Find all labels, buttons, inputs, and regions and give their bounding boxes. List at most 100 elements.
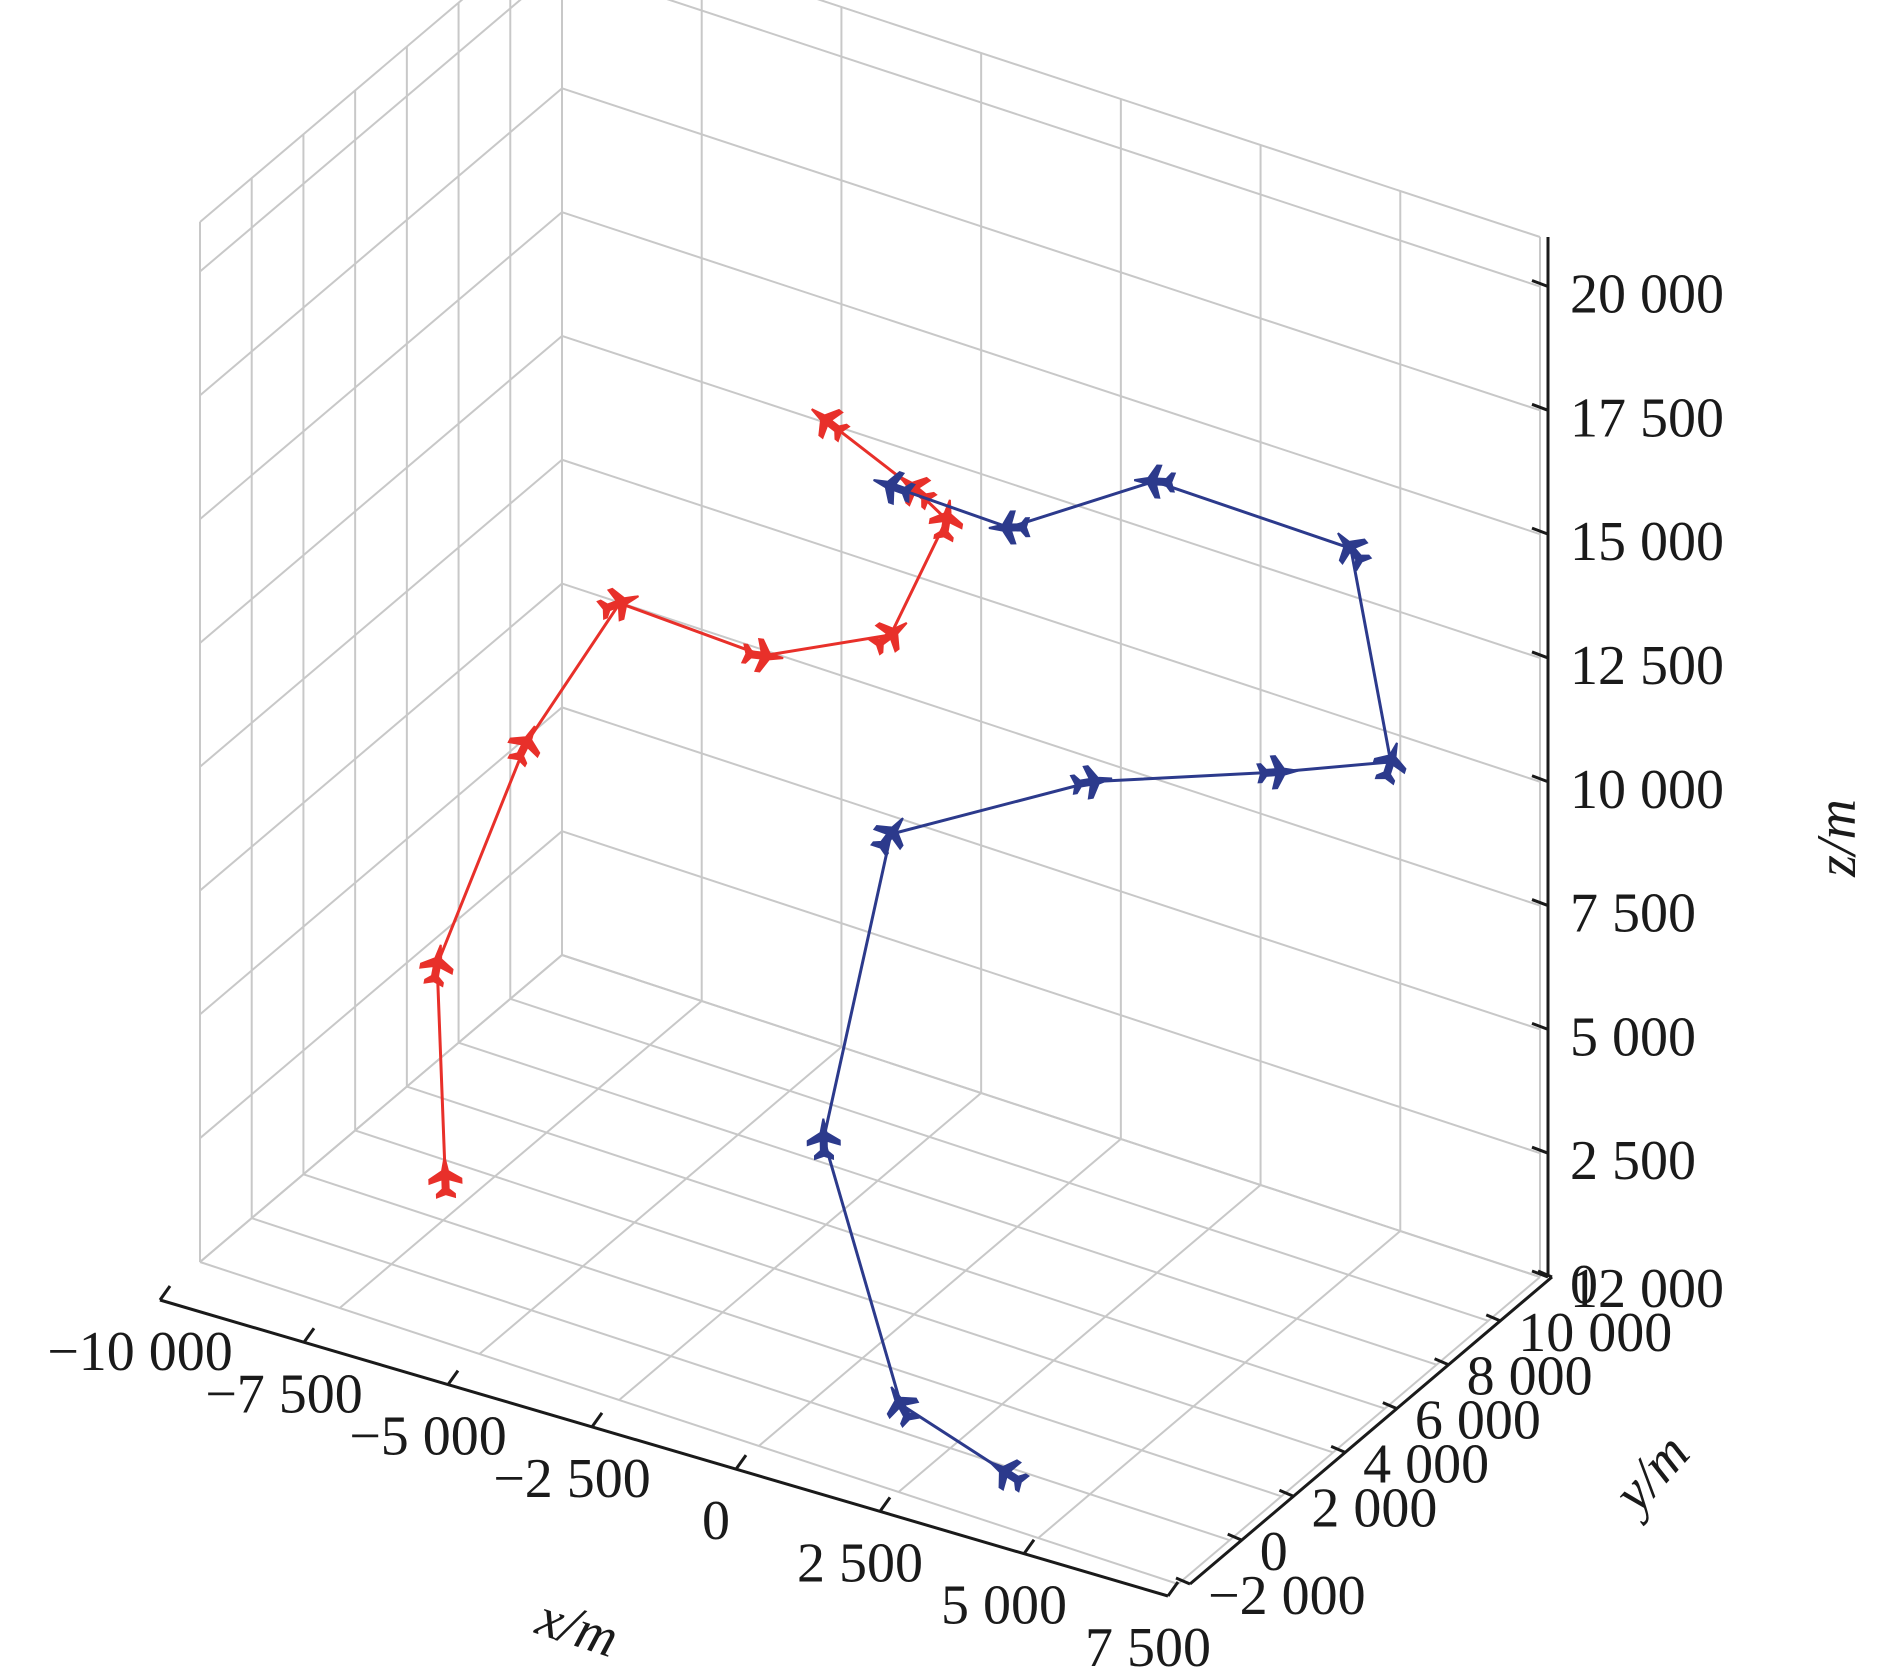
grid-line-floor-x: [1037, 1230, 1401, 1539]
grid-line-floor-y: [251, 1217, 1231, 1542]
z-tick-label: 15 000: [1570, 511, 1724, 573]
z-tick-label: 10 000: [1570, 759, 1724, 821]
z-tick-label: 7 500: [1570, 883, 1696, 945]
x-tick-label: 7 500: [1085, 1617, 1211, 1677]
gridlines: [199, 0, 1541, 1585]
z-tick-label: 5 000: [1570, 1006, 1696, 1068]
x-tick-label: −2 500: [493, 1448, 651, 1510]
grid-line-back-z: [561, 582, 1541, 907]
grid-line-left-z: [199, 87, 563, 397]
aircraft-marker: [867, 622, 908, 656]
grid-line-floor-y: [303, 1173, 1282, 1498]
grid-line-floor-y: [354, 1129, 1334, 1454]
aircraft-marker: [988, 510, 1031, 545]
grid-line-left-z: [199, 830, 563, 1139]
x-axis-line: [159, 1298, 1169, 1598]
x-tick: [1166, 1581, 1180, 1597]
grid-line-floor-x: [1177, 1276, 1541, 1585]
grid-line-left-z: [199, 954, 563, 1263]
grid-line-back-z: [561, 87, 1541, 412]
x-tick: [734, 1454, 748, 1471]
grid-line-back-z: [666, 0, 1541, 288]
aircraft-marker: [428, 1156, 463, 1199]
grid-line-floor-x: [758, 1138, 1122, 1447]
x-tick-label: −10 000: [47, 1321, 233, 1383]
grid-line-floor-x: [339, 1000, 703, 1309]
trajectory-1: [806, 464, 1407, 1493]
aircraft-marker: [419, 944, 454, 988]
z-tick-label: 17 500: [1570, 387, 1724, 449]
y-axis-title: y/m: [1598, 1422, 1702, 1527]
aircraft-marker: [596, 587, 640, 622]
grid-line-floor-x: [618, 1092, 982, 1401]
grid-line-left-z: [199, 211, 563, 520]
y-tick: [1433, 1357, 1450, 1367]
z-tick-label: 12 500: [1570, 635, 1724, 697]
y-tick: [1175, 1576, 1191, 1586]
grid-line-floor-x: [478, 1046, 843, 1355]
z-tick-label: 2 500: [1570, 1130, 1696, 1192]
aircraft-marker: [1337, 532, 1373, 572]
grid-line-back-z: [561, 706, 1541, 1031]
x-tick: [158, 1285, 172, 1301]
x-tick: [1022, 1538, 1036, 1555]
aircraft-marker: [928, 499, 964, 543]
z-tick: [1531, 1021, 1549, 1031]
x-tick-label: 2 500: [797, 1532, 923, 1594]
y-tick: [1382, 1401, 1398, 1410]
z-axis-title: z/m: [1806, 799, 1868, 878]
z-tick: [1531, 526, 1549, 536]
grid-line-back-z: [561, 458, 1541, 783]
y-axis-line: [1189, 1275, 1553, 1586]
y-tick-label: 10 000: [1518, 1302, 1672, 1364]
y-tick-label: 2 000: [1311, 1477, 1437, 1539]
y-tick: [1227, 1532, 1243, 1542]
grid-line-floor-y: [199, 1261, 1179, 1585]
aircraft-marker: [507, 725, 541, 768]
aircraft-marker: [1256, 755, 1299, 790]
aircraft-marker: [811, 408, 851, 443]
y-tick-label: 8 000: [1467, 1346, 1593, 1408]
y-tick-label: −2 000: [1208, 1565, 1366, 1627]
pane-edge: [199, 0, 464, 223]
tick-labels: −10 000−7 500−5 000−2 500 0 2 500 5 000 7 50…: [47, 264, 1724, 1677]
grid-line-floor-y: [406, 1085, 1386, 1410]
aircraft-marker: [1133, 464, 1177, 499]
aircraft-marker: [886, 1386, 920, 1429]
grid-line-floor-x: [897, 1184, 1262, 1493]
grid-line-left-z: [199, 335, 563, 644]
aircraft-marker: [806, 1118, 841, 1161]
grid-line-back-z: [561, 211, 1541, 536]
aircraft-marker: [989, 1459, 1030, 1493]
x-tick: [590, 1411, 604, 1428]
x-axis-title: x/m: [529, 1586, 626, 1670]
grid-line-left-z: [199, 0, 522, 273]
x-tick: [302, 1327, 316, 1344]
axes: [158, 237, 1553, 1598]
grid-line-back-z: [561, 830, 1541, 1155]
z-tick-label: 20 000: [1570, 264, 1724, 326]
aircraft-marker: [1069, 765, 1113, 800]
z-tick: [1531, 650, 1549, 660]
grid-line-left-z: [199, 458, 563, 768]
y-tick: [1330, 1445, 1346, 1454]
x-tick-label: 5 000: [941, 1575, 1067, 1637]
z-tick: [1531, 279, 1549, 288]
grid-line-back-z: [561, 954, 1541, 1278]
y-tick-label: 12 000: [1570, 1258, 1724, 1320]
x-tick: [446, 1369, 460, 1386]
z-tick: [1531, 898, 1549, 907]
z-tick: [1531, 402, 1549, 412]
trajectory-line: [435, 420, 949, 1178]
grid-line-floor-y: [458, 1041, 1437, 1366]
y-tick-label: 4 000: [1363, 1433, 1489, 1495]
aircraft-marker: [1372, 742, 1407, 786]
y-tick: [1278, 1488, 1295, 1498]
trajectory-0: [419, 408, 964, 1199]
aircraft-marker: [870, 817, 904, 858]
z-tick: [1531, 774, 1549, 784]
trajectory-line: [822, 479, 1393, 1475]
grid-line-back-z: [561, 335, 1541, 659]
z-tick: [1531, 1269, 1549, 1279]
